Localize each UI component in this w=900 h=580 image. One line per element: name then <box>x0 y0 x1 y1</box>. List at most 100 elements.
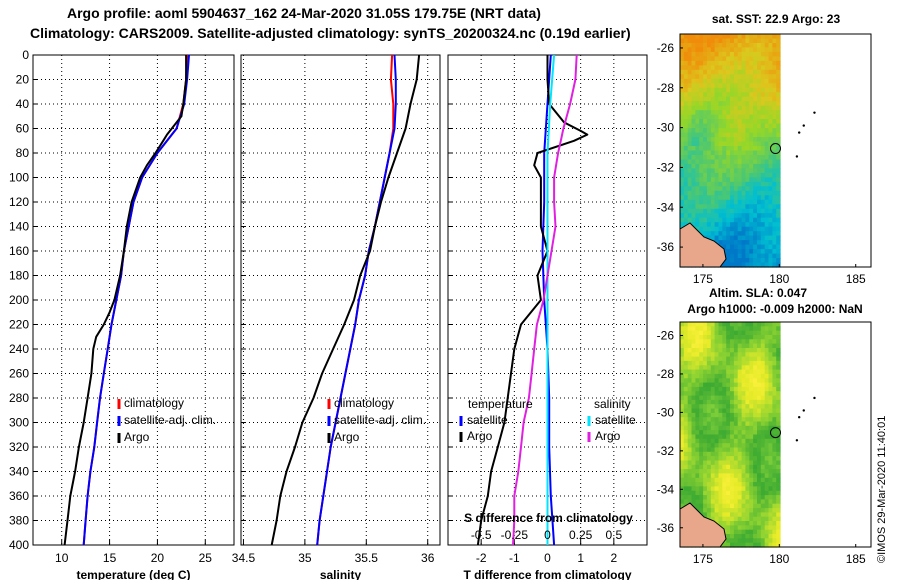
heatmap-cell <box>699 495 704 500</box>
series-line-argo <box>270 54 421 546</box>
heatmap-cell <box>695 482 700 487</box>
heatmap-cell <box>741 141 746 147</box>
heatmap-cell <box>726 163 731 169</box>
heatmap-cell <box>745 92 750 98</box>
heatmap-cell <box>714 114 719 120</box>
heatmap-cell <box>687 123 693 129</box>
heatmap-cell <box>680 217 685 223</box>
heatmap-cell <box>745 451 750 457</box>
heatmap-cell <box>714 508 719 513</box>
heatmap-cell <box>749 417 754 423</box>
heatmap-cell <box>757 87 762 93</box>
heatmap-cell <box>760 190 766 196</box>
heatmap-cell <box>733 382 739 388</box>
heatmap-cell <box>706 186 712 192</box>
heatmap-cell <box>753 335 758 340</box>
heatmap-cell <box>683 213 689 219</box>
series-line-satellite-adj-clim- <box>316 54 397 546</box>
heatmap-cell <box>737 253 743 259</box>
heatmap-cell <box>710 110 716 116</box>
heatmap-cell <box>760 208 766 214</box>
heatmap-cell <box>768 195 773 201</box>
heatmap-cell <box>772 508 777 513</box>
s-diff-tick-label: -0.25 <box>501 528 529 542</box>
heatmap-cell <box>745 163 750 169</box>
heatmap-cell <box>680 181 685 187</box>
heatmap-cell <box>718 204 723 210</box>
heatmap-cell <box>768 373 773 379</box>
heatmap-cell <box>753 395 758 401</box>
heatmap-cell <box>718 105 723 111</box>
heatmap-cell <box>749 464 754 470</box>
heatmap-cell <box>710 137 716 143</box>
heatmap-cell <box>768 326 773 332</box>
heatmap-cell <box>687 330 693 336</box>
heatmap-cell <box>749 181 754 187</box>
heatmap-cell <box>718 516 723 522</box>
heatmap-cell <box>695 373 700 379</box>
heatmap-cell <box>699 47 704 53</box>
heatmap-cell <box>741 408 746 414</box>
heatmap-cell <box>768 159 773 165</box>
heatmap-cell <box>757 343 762 349</box>
heatmap-cell <box>764 177 770 183</box>
heatmap-cell <box>776 382 781 388</box>
heatmap-cell <box>714 343 719 349</box>
heatmap-cell <box>683 456 689 461</box>
heatmap-cell <box>695 34 700 40</box>
heatmap-cell <box>753 438 758 444</box>
heatmap-cell <box>753 213 758 219</box>
heatmap-cell <box>737 438 743 444</box>
heatmap-cell <box>714 322 719 327</box>
heatmap-cell <box>683 425 689 431</box>
heatmap-cell <box>680 51 685 57</box>
heatmap-cell <box>730 78 735 84</box>
heatmap-cell <box>772 101 777 107</box>
heatmap-cell <box>706 92 712 98</box>
heatmap-cell <box>757 386 762 392</box>
heatmap-cell <box>683 490 689 496</box>
x-tick-label: 1 <box>577 551 584 565</box>
heatmap-cell <box>680 490 685 496</box>
heatmap-cell <box>683 399 689 405</box>
heatmap-cell <box>737 343 743 349</box>
heatmap-cell <box>760 417 766 423</box>
heatmap-cell <box>691 356 696 362</box>
heatmap-cell <box>764 412 770 418</box>
heatmap-cell <box>737 92 743 98</box>
heatmap-cell <box>710 186 716 192</box>
heatmap-cell <box>722 43 727 49</box>
heatmap-cell <box>714 512 719 518</box>
heatmap-cell <box>749 486 754 492</box>
heatmap-cell <box>680 83 685 89</box>
heatmap-cell <box>768 434 773 440</box>
heatmap-cell <box>753 404 758 410</box>
heatmap-cell <box>699 190 704 196</box>
heatmap-cell <box>714 443 719 449</box>
heatmap-cell <box>764 163 770 169</box>
heatmap-cell <box>753 137 758 143</box>
heatmap-cell <box>737 391 743 397</box>
heatmap-cell <box>776 512 781 518</box>
heatmap-cell <box>722 417 727 423</box>
island-dot <box>802 124 805 127</box>
heatmap-cell <box>776 114 781 120</box>
legend-title-salinity: salinity <box>594 397 631 411</box>
heatmap-cell <box>730 132 735 138</box>
heatmap-cell <box>760 213 766 219</box>
heatmap-cell <box>749 335 754 340</box>
heatmap-cell <box>749 74 754 80</box>
heatmap-cell <box>726 460 731 466</box>
heatmap-cell <box>706 360 712 366</box>
heatmap-cell <box>749 226 754 232</box>
heatmap-cell <box>764 123 770 129</box>
heatmap-cell <box>737 434 743 440</box>
heatmap-cell <box>718 421 723 427</box>
heatmap-cell <box>749 69 754 75</box>
heatmap-cell <box>730 378 735 384</box>
heatmap-cell <box>687 87 693 93</box>
heatmap-cell <box>768 443 773 449</box>
heatmap-cell <box>722 47 727 53</box>
heatmap-cell <box>733 343 739 349</box>
